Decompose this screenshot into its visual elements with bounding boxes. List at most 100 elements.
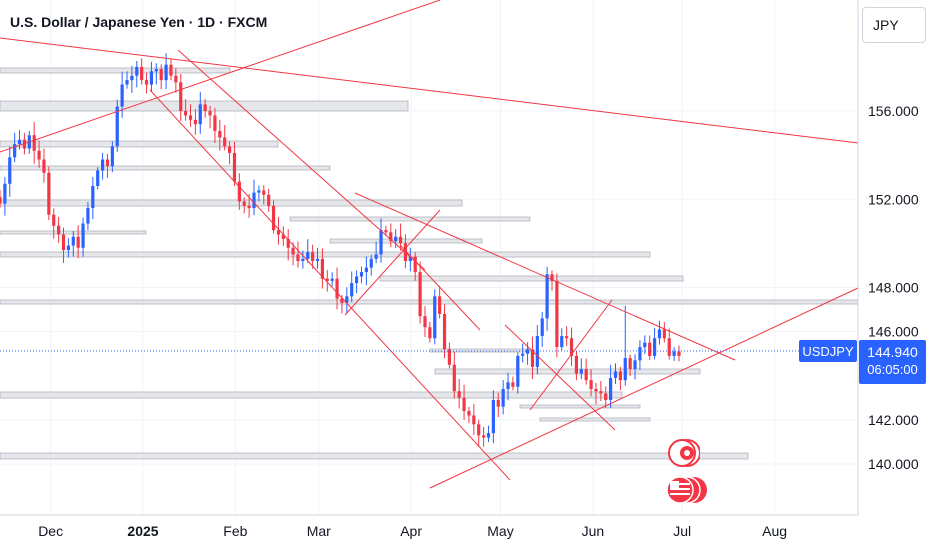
candle-body	[61, 234, 66, 250]
candle-body	[232, 152, 237, 182]
trendline	[354, 192, 736, 361]
price-zone	[329, 238, 483, 244]
candle-body	[164, 64, 168, 81]
candle-body	[188, 115, 193, 120]
candle-body	[301, 258, 305, 262]
candle-body	[37, 150, 41, 160]
candle-body	[418, 272, 422, 317]
candle-body	[423, 316, 427, 328]
candle-body	[320, 258, 325, 279]
price-zone	[434, 368, 701, 375]
candle-body	[120, 84, 124, 107]
currency-button[interactable]: JPY	[862, 7, 926, 43]
candle-body	[184, 111, 188, 116]
candle-body	[71, 236, 75, 246]
candle-body	[618, 371, 622, 381]
candle-body	[22, 139, 27, 149]
candle-body	[213, 115, 217, 131]
x-tick-label: Mar	[307, 523, 331, 539]
candle-body	[462, 397, 466, 412]
trendline	[529, 299, 613, 411]
price-zone	[0, 452, 749, 460]
us-flag-icon[interactable]	[664, 474, 708, 506]
x-tick-label: 2025	[127, 523, 158, 539]
candle-body	[623, 358, 627, 381]
last-price-label: 144.940 06:05:00	[859, 340, 926, 384]
candle-body	[105, 159, 110, 167]
trendline	[0, 37, 859, 144]
candle-body	[472, 415, 476, 425]
candle-body	[589, 380, 593, 389]
candle-body	[252, 192, 256, 209]
candle-body	[657, 329, 662, 339]
candle-body	[311, 252, 315, 262]
candle-body	[144, 80, 149, 85]
event-calendar-icon[interactable]	[668, 437, 700, 469]
price-zone	[0, 199, 463, 207]
candle-body	[379, 230, 383, 255]
candle-body	[501, 388, 505, 407]
bar-countdown: 06:05:00	[867, 362, 918, 377]
candle-body	[452, 364, 456, 392]
candle-body	[100, 159, 105, 171]
candle-body	[565, 336, 569, 339]
candle-body	[208, 111, 212, 116]
candle-body	[599, 391, 603, 394]
candle-body	[140, 66, 144, 81]
candle-body	[130, 75, 134, 81]
time-scale[interactable]: Dec 2025 Feb Mar Apr May Jun Jul Aug	[38, 523, 787, 539]
candle-body	[242, 201, 246, 206]
candle-body	[291, 247, 295, 255]
candlestick-series	[0, 53, 681, 448]
candle-body	[281, 234, 285, 239]
candle-body	[550, 274, 554, 281]
candle-body	[154, 69, 158, 72]
candle-body	[8, 157, 12, 184]
candle-body	[335, 278, 339, 299]
candle-body	[296, 254, 300, 262]
candle-body	[193, 119, 197, 125]
candle-body	[340, 298, 344, 303]
price-zone	[0, 391, 623, 399]
candle-body	[350, 283, 354, 297]
candle-body	[506, 382, 510, 389]
candle-body	[76, 236, 80, 248]
y-tick-label: 146.000	[868, 324, 919, 340]
trendline	[399, 244, 481, 331]
candle-body	[530, 349, 535, 367]
candle-body	[672, 351, 676, 356]
candle-body	[276, 230, 281, 235]
trendlines	[0, 0, 859, 489]
x-tick-label: Dec	[38, 523, 63, 539]
price-zone	[379, 275, 684, 282]
candle-body	[433, 296, 437, 339]
trendline	[0, 0, 441, 153]
candle-body	[223, 137, 227, 147]
candle-body	[159, 69, 163, 81]
candle-body	[540, 318, 544, 337]
candle-body	[96, 170, 100, 187]
candle-body	[47, 172, 51, 215]
candle-body	[442, 313, 447, 350]
candle-body	[125, 80, 129, 85]
candle-body	[364, 267, 368, 273]
candle-body	[609, 377, 613, 401]
price-scale[interactable]: 156.000 152.000 148.000 146.000 142.000 140.0…	[868, 103, 919, 472]
candle-body	[560, 336, 564, 348]
candle-body	[643, 342, 647, 348]
candle-body	[91, 186, 95, 209]
candle-body	[247, 205, 251, 209]
x-tick-label: Apr	[400, 523, 422, 539]
candle-body	[218, 130, 222, 138]
candle-body	[545, 274, 549, 319]
candle-body	[257, 190, 261, 193]
price-zone	[0, 251, 651, 258]
trendline	[344, 209, 441, 316]
price-zone	[0, 299, 859, 305]
candle-body	[491, 400, 495, 434]
candle-body	[638, 347, 642, 361]
candle-body	[359, 272, 364, 277]
candle-body	[330, 278, 334, 281]
candle-body	[325, 278, 329, 281]
